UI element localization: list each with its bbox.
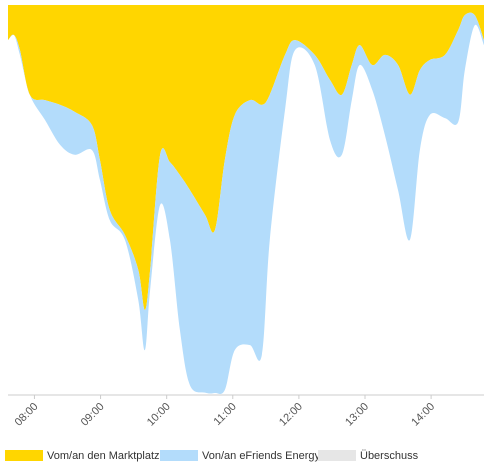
x-tick-label: 10:00 [145,401,173,429]
legend-swatch [160,450,198,461]
legend-label: Vom/an den Marktplatz [47,450,160,462]
x-tick-label: 11:00 [212,401,239,428]
x-tick-label: 12:00 [277,401,305,429]
area [8,12,484,395]
x-tick-label: 08:00 [13,401,41,429]
legend-label: Von/an eFriends Energy [202,450,321,462]
legend-label: Überschuss [360,450,419,462]
legend-swatch [318,450,356,461]
legend-swatch [5,450,43,461]
x-tick-label: 14:00 [409,401,437,429]
x-tick-label: 13:00 [343,401,371,429]
area [8,5,484,310]
x-tick-label: 09:00 [79,401,107,429]
